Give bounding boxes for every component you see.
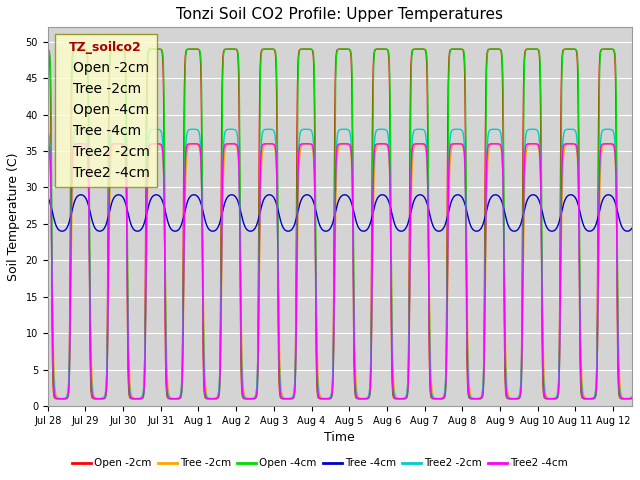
Open -2cm xyxy=(294,60,302,65)
Tree2 -2cm xyxy=(289,392,297,398)
Tree2 -4cm xyxy=(294,169,302,175)
Open -2cm xyxy=(322,396,330,402)
Tree -2cm xyxy=(294,208,302,214)
Line: Tree -4cm: Tree -4cm xyxy=(48,195,632,231)
Open -4cm xyxy=(322,396,330,402)
Tree -4cm xyxy=(322,228,330,234)
Open -2cm xyxy=(628,396,636,401)
Legend: Open -2cm, Tree -2cm, Open -4cm, Tree -4cm, Tree2 -2cm, Tree2 -4cm: Open -2cm, Tree -2cm, Open -4cm, Tree -4… xyxy=(54,34,157,187)
Tree2 -4cm xyxy=(468,396,476,402)
Tree2 -4cm xyxy=(58,396,65,402)
Open -4cm xyxy=(611,48,618,53)
Open -4cm xyxy=(581,396,589,402)
Line: Open -2cm: Open -2cm xyxy=(48,49,632,399)
Tree2 -4cm xyxy=(289,395,297,400)
Tree2 -2cm xyxy=(322,396,330,402)
Tree -2cm xyxy=(44,143,52,148)
Tree2 -4cm xyxy=(611,143,618,149)
Tree2 -4cm xyxy=(581,396,589,401)
Tree2 -2cm xyxy=(76,126,84,132)
Tree -4cm xyxy=(468,226,476,232)
Open -2cm xyxy=(76,46,84,52)
Tree2 -2cm xyxy=(628,394,636,400)
Open -4cm xyxy=(628,396,636,401)
Open -4cm xyxy=(58,396,65,402)
Line: Tree2 -2cm: Tree2 -2cm xyxy=(48,129,632,399)
Open -2cm xyxy=(57,396,65,402)
Open -4cm xyxy=(294,73,302,79)
Tree2 -4cm xyxy=(76,141,84,147)
Tree -4cm xyxy=(58,228,66,234)
Tree -2cm xyxy=(581,395,589,401)
Tree2 -2cm xyxy=(58,396,65,402)
Open -2cm xyxy=(468,396,476,402)
Title: Tonzi Soil CO2 Profile: Upper Temperatures: Tonzi Soil CO2 Profile: Upper Temperatur… xyxy=(176,7,503,22)
Tree -2cm xyxy=(611,147,618,153)
Tree -2cm xyxy=(468,395,476,401)
Tree -2cm xyxy=(58,396,65,402)
Open -4cm xyxy=(76,46,84,52)
Tree2 -4cm xyxy=(44,141,52,147)
Tree2 -2cm xyxy=(581,396,589,401)
Tree -2cm xyxy=(628,394,636,400)
Tree2 -2cm xyxy=(611,132,618,138)
Tree2 -2cm xyxy=(294,169,302,175)
Tree -4cm xyxy=(611,197,618,203)
Open -2cm xyxy=(611,48,618,54)
Tree -4cm xyxy=(77,192,84,198)
Tree -2cm xyxy=(77,141,84,147)
Open -4cm xyxy=(44,47,52,52)
Open -2cm xyxy=(44,47,52,52)
Line: Tree2 -4cm: Tree2 -4cm xyxy=(48,144,632,399)
Open -4cm xyxy=(289,395,297,401)
Tree2 -2cm xyxy=(468,396,476,401)
Tree2 -4cm xyxy=(322,396,330,402)
Line: Open -4cm: Open -4cm xyxy=(48,49,632,399)
Tree -4cm xyxy=(44,195,52,201)
Tree2 -4cm xyxy=(628,396,636,401)
Tree -2cm xyxy=(289,392,297,398)
Tree -2cm xyxy=(322,396,330,402)
Tree -4cm xyxy=(289,224,297,230)
X-axis label: Time: Time xyxy=(324,431,355,444)
Tree -4cm xyxy=(581,226,589,231)
Line: Tree -2cm: Tree -2cm xyxy=(48,144,632,399)
Open -4cm xyxy=(468,396,476,402)
Y-axis label: Soil Temperature (C): Soil Temperature (C) xyxy=(7,152,20,281)
Open -2cm xyxy=(581,396,589,402)
Tree -4cm xyxy=(628,226,636,231)
Open -2cm xyxy=(289,395,297,400)
Tree -4cm xyxy=(294,208,302,214)
Tree2 -2cm xyxy=(44,128,52,133)
Legend: Open -2cm, Tree -2cm, Open -4cm, Tree -4cm, Tree2 -2cm, Tree2 -4cm: Open -2cm, Tree -2cm, Open -4cm, Tree -4… xyxy=(68,454,572,472)
